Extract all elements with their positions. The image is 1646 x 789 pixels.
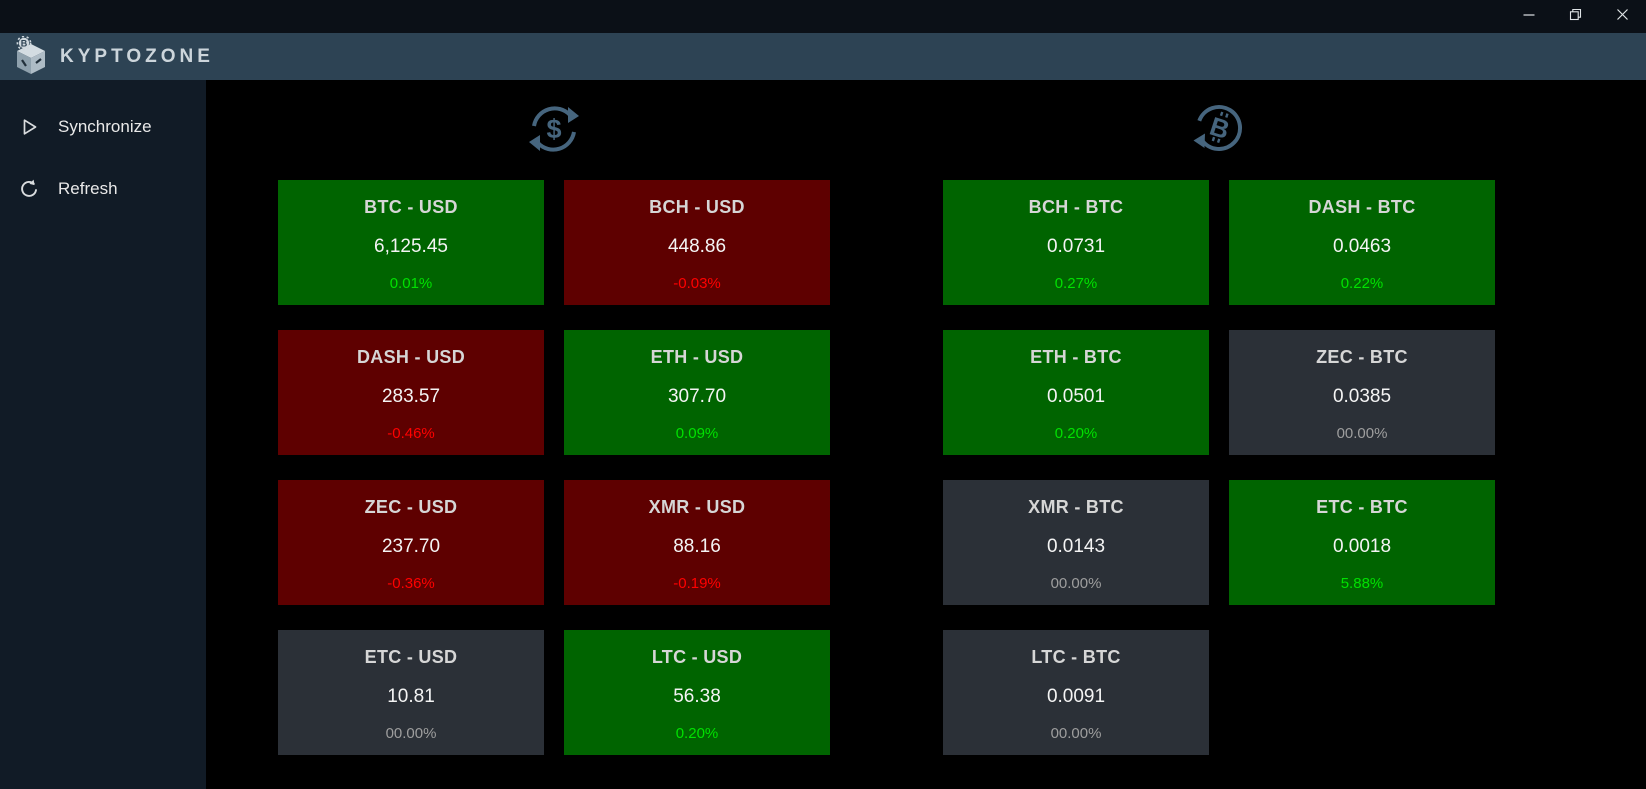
pair-change: 0.20%	[675, 725, 719, 742]
pair-price: 0.0018	[1332, 535, 1392, 557]
minimize-icon	[1523, 8, 1535, 26]
price-tile-ltc-usd[interactable]: LTC - USD 56.38 0.20%	[564, 630, 830, 755]
pair-price: 6,125.45	[374, 235, 448, 257]
pair-change: 00.00%	[1050, 575, 1102, 592]
pair-label: ETC - USD	[364, 647, 458, 667]
pair-change: 00.00%	[385, 725, 437, 742]
minimize-button[interactable]	[1505, 0, 1552, 33]
sidebar-item-refresh[interactable]: Refresh	[0, 173, 206, 205]
pair-label: LTC - BTC	[1031, 647, 1121, 667]
main-content: $ B BTC - USD 6,125.45 0.01% BCH - USD 4…	[206, 80, 1646, 789]
sidebar: Synchronize Refresh	[0, 80, 206, 789]
btc-pairs-grid: BCH - BTC 0.0731 0.27% DASH - BTC 0.0463…	[943, 180, 1495, 755]
dollar-cycle-icon: $	[526, 101, 582, 157]
bitcoin-cycle-icon: B	[1191, 101, 1247, 157]
pair-price: 0.0091	[1046, 685, 1106, 707]
pair-label: BTC - USD	[364, 197, 458, 217]
price-tile-eth-usd[interactable]: ETH - USD 307.70 0.09%	[564, 330, 830, 455]
pair-label: ZEC - BTC	[1316, 347, 1408, 367]
pair-label: DASH - USD	[356, 347, 465, 367]
pair-price: 0.0385	[1332, 385, 1392, 407]
sidebar-item-synchronize[interactable]: Synchronize	[0, 111, 206, 143]
pair-price: 0.0143	[1046, 535, 1106, 557]
sidebar-item-label: Refresh	[58, 179, 118, 198]
restore-icon	[1569, 8, 1582, 26]
pair-change: 0.20%	[1054, 425, 1098, 442]
pair-label: DASH - BTC	[1308, 197, 1416, 217]
pair-label: BCH - BTC	[1028, 197, 1124, 217]
pair-change: -0.19%	[673, 575, 721, 592]
price-tile-bch-usd[interactable]: BCH - USD 448.86 -0.03%	[564, 180, 830, 305]
pair-change: 0.27%	[1054, 275, 1098, 292]
close-button[interactable]	[1599, 0, 1646, 33]
window-titlebar	[0, 0, 1646, 33]
pair-change: -0.36%	[387, 575, 435, 592]
pair-label: ETH - USD	[650, 347, 744, 367]
pair-price: 10.81	[387, 685, 435, 707]
price-tile-xmr-usd[interactable]: XMR - USD 88.16 -0.19%	[564, 480, 830, 605]
pair-change: 0.09%	[675, 425, 719, 442]
price-tile-dash-usd[interactable]: DASH - USD 283.57 -0.46%	[278, 330, 544, 455]
pair-change: -0.46%	[387, 425, 435, 442]
pair-price: 307.70	[667, 385, 727, 407]
sidebar-item-label: Synchronize	[58, 117, 152, 136]
price-tile-eth-btc[interactable]: ETH - BTC 0.0501 0.20%	[943, 330, 1209, 455]
pair-label: LTC - USD	[651, 647, 743, 667]
pair-label: ETH - BTC	[1030, 347, 1122, 367]
pair-change: 0.22%	[1340, 275, 1384, 292]
price-tile-dash-btc[interactable]: DASH - BTC 0.0463 0.22%	[1229, 180, 1495, 305]
price-tile-bch-btc[interactable]: BCH - BTC 0.0731 0.27%	[943, 180, 1209, 305]
pair-price: 237.70	[381, 535, 441, 557]
app-title: KYPTOZONE	[60, 45, 214, 67]
pair-price: 448.86	[667, 235, 727, 257]
price-tile-btc-usd[interactable]: BTC - USD 6,125.45 0.01%	[278, 180, 544, 305]
refresh-icon	[17, 177, 41, 201]
pair-price: 283.57	[381, 385, 441, 407]
pair-change: 0.01%	[389, 275, 433, 292]
pair-change: -0.03%	[673, 275, 721, 292]
pair-change: 00.00%	[1050, 725, 1102, 742]
pair-change: 00.00%	[1336, 425, 1388, 442]
pair-label: BCH - USD	[649, 197, 745, 217]
svg-text:B: B	[21, 38, 28, 48]
pair-price: 88.16	[673, 535, 721, 557]
usd-pairs-grid: BTC - USD 6,125.45 0.01% BCH - USD 448.8…	[278, 180, 830, 755]
pair-label: ZEC - USD	[364, 497, 458, 517]
close-icon	[1616, 8, 1629, 26]
price-tile-etc-btc[interactable]: ETC - BTC 0.0018 5.88%	[1229, 480, 1495, 605]
pair-label: XMR - BTC	[1028, 497, 1124, 517]
cube-logo-icon: B	[12, 35, 50, 78]
pair-price: 0.0463	[1332, 235, 1392, 257]
pair-label: ETC - BTC	[1316, 497, 1408, 517]
pair-price: 0.0731	[1046, 235, 1106, 257]
price-tile-ltc-btc[interactable]: LTC - BTC 0.0091 00.00%	[943, 630, 1209, 755]
pair-price: 0.0501	[1046, 385, 1106, 407]
play-icon	[17, 115, 41, 139]
price-tile-etc-usd[interactable]: ETC - USD 10.81 00.00%	[278, 630, 544, 755]
restore-button[interactable]	[1552, 0, 1599, 33]
price-tile-xmr-btc[interactable]: XMR - BTC 0.0143 00.00%	[943, 480, 1209, 605]
price-tile-zec-usd[interactable]: ZEC - USD 237.70 -0.36%	[278, 480, 544, 605]
app-header: B KYPTOZONE	[0, 33, 1646, 80]
svg-text:$: $	[546, 114, 561, 144]
price-tile-zec-btc[interactable]: ZEC - BTC 0.0385 00.00%	[1229, 330, 1495, 455]
pair-change: 5.88%	[1340, 575, 1384, 592]
pair-price: 56.38	[673, 685, 721, 707]
pair-label: XMR - USD	[648, 497, 746, 517]
